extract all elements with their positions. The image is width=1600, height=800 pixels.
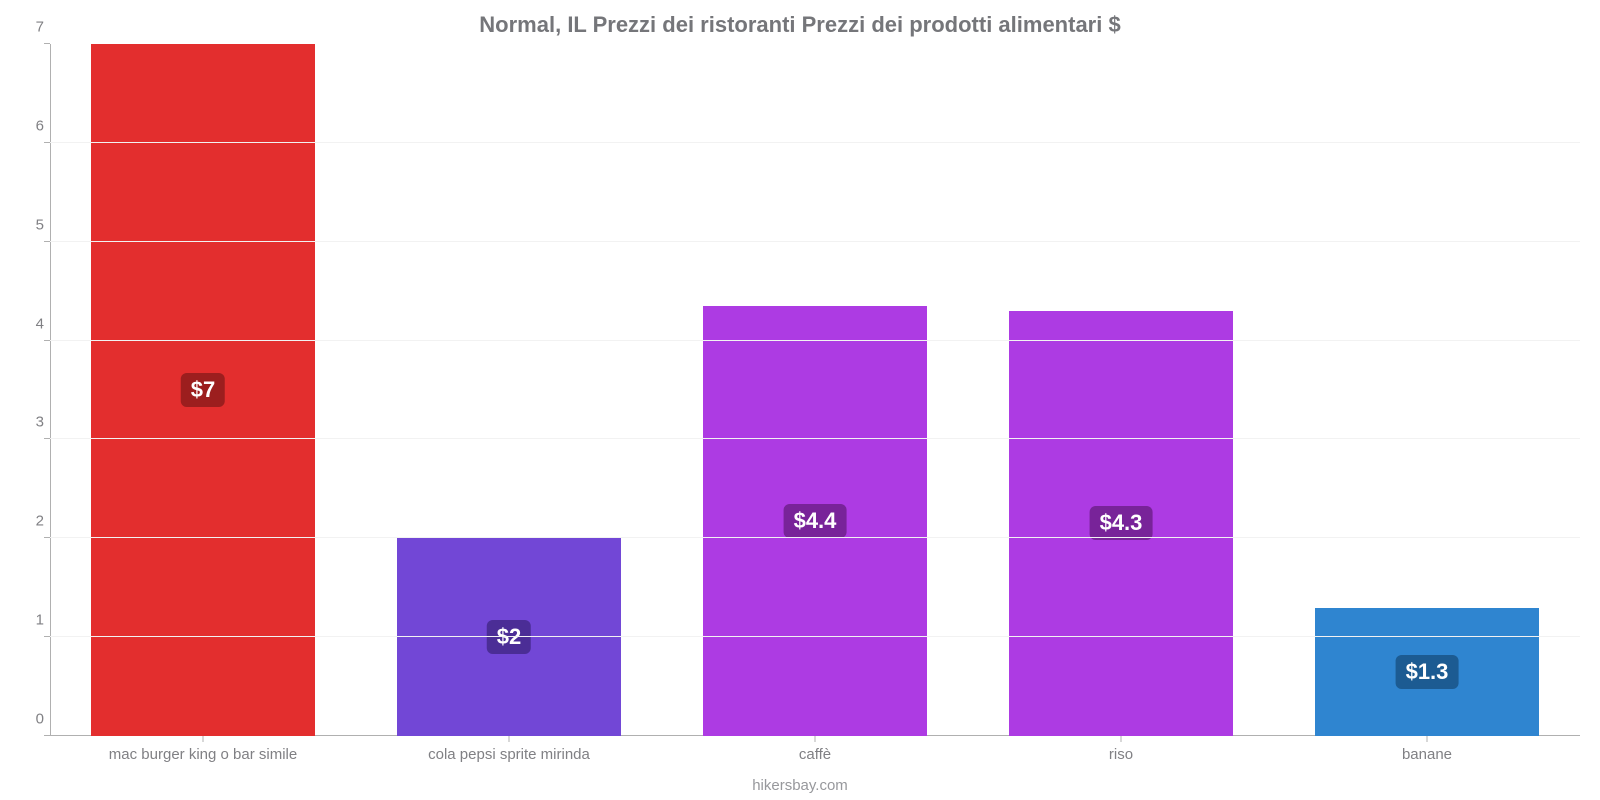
chart-title: Normal, IL Prezzi dei ristoranti Prezzi … bbox=[0, 12, 1600, 38]
y-tick-label: 6 bbox=[18, 117, 44, 134]
price-bar-chart: Normal, IL Prezzi dei ristoranti Prezzi … bbox=[0, 0, 1600, 800]
x-tick-mark bbox=[1121, 736, 1122, 742]
y-tick-mark bbox=[44, 735, 50, 736]
x-tick-label: cola pepsi sprite mirinda bbox=[428, 746, 590, 763]
bar-slot: $4.3riso bbox=[968, 44, 1274, 736]
grid-line bbox=[50, 636, 1580, 637]
y-tick-mark bbox=[44, 241, 50, 242]
y-tick-label: 2 bbox=[18, 513, 44, 530]
x-tick-mark bbox=[1427, 736, 1428, 742]
grid-line bbox=[50, 241, 1580, 242]
bar-slot: $4.4caffè bbox=[662, 44, 968, 736]
grid-line bbox=[50, 537, 1580, 538]
x-tick-label: mac burger king o bar simile bbox=[109, 746, 297, 763]
y-tick-label: 4 bbox=[18, 315, 44, 332]
y-tick-label: 7 bbox=[18, 19, 44, 36]
bar-slot: $7mac burger king o bar simile bbox=[50, 44, 356, 736]
y-tick-label: 5 bbox=[18, 216, 44, 233]
plot-area: $7mac burger king o bar simile$2cola pep… bbox=[50, 44, 1580, 736]
value-badge: $4.3 bbox=[1090, 506, 1153, 540]
value-badge: $4.4 bbox=[784, 504, 847, 538]
value-badge: $2 bbox=[487, 620, 531, 654]
bars-container: $7mac burger king o bar simile$2cola pep… bbox=[50, 44, 1580, 736]
grid-line bbox=[50, 340, 1580, 341]
y-tick-mark bbox=[44, 142, 50, 143]
y-tick-mark bbox=[44, 340, 50, 341]
y-tick-mark bbox=[44, 43, 50, 44]
bar-slot: $1.3banane bbox=[1274, 44, 1580, 736]
grid-line bbox=[50, 142, 1580, 143]
y-tick-label: 0 bbox=[18, 711, 44, 728]
value-badge: $7 bbox=[181, 373, 225, 407]
x-tick-mark bbox=[815, 736, 816, 742]
y-tick-mark bbox=[44, 438, 50, 439]
x-tick-label: caffè bbox=[799, 746, 831, 763]
y-tick-label: 1 bbox=[18, 612, 44, 629]
grid-line bbox=[50, 438, 1580, 439]
x-tick-label: banane bbox=[1402, 746, 1452, 763]
value-badge: $1.3 bbox=[1396, 655, 1459, 689]
y-tick-label: 3 bbox=[18, 414, 44, 431]
chart-credit: hikersbay.com bbox=[0, 777, 1600, 794]
x-tick-label: riso bbox=[1109, 746, 1133, 763]
x-tick-mark bbox=[203, 736, 204, 742]
y-tick-mark bbox=[44, 537, 50, 538]
x-tick-mark bbox=[509, 736, 510, 742]
y-tick-mark bbox=[44, 636, 50, 637]
bar-slot: $2cola pepsi sprite mirinda bbox=[356, 44, 662, 736]
